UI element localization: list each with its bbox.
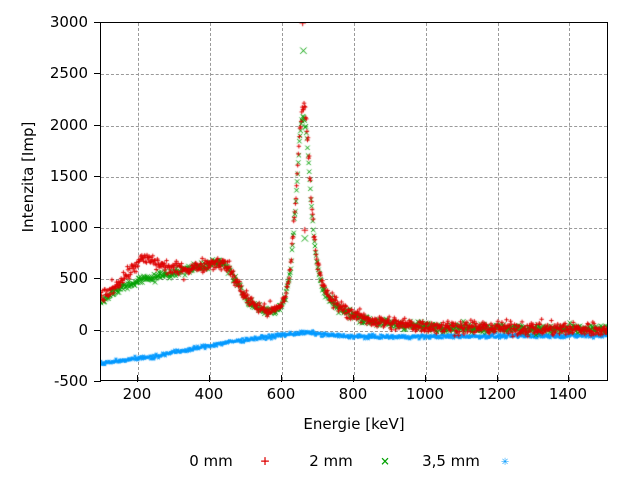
cross-marker-icon: × xyxy=(380,451,390,470)
x-tick-mark xyxy=(425,375,426,382)
y-tick-mark xyxy=(94,73,101,74)
y-tick-mark xyxy=(94,381,101,382)
x-tick-label: 1200 xyxy=(477,385,517,403)
legend: 0 mm + 2 mm × 3,5 mm ✳ xyxy=(100,452,608,470)
y-tick-mark xyxy=(94,227,101,228)
y-tick-label: 0 xyxy=(78,321,88,339)
legend-entry-2: 3,5 mm ✳ xyxy=(420,452,528,470)
x-tick-label: 800 xyxy=(338,385,368,403)
y-tick-label: -500 xyxy=(53,372,88,390)
y-tick-mark xyxy=(94,278,101,279)
legend-entry-1: 2 mm × xyxy=(300,452,408,470)
scatter-series-canvas xyxy=(101,23,607,380)
x-tick-label: 1400 xyxy=(548,385,588,403)
y-tick-label: 3000 xyxy=(49,13,88,31)
y-tick-label: 1000 xyxy=(49,218,88,236)
y-axis-title: Intenzita [Imp] xyxy=(19,121,37,233)
x-tick-mark xyxy=(568,375,569,382)
plus-marker-icon: + xyxy=(260,451,270,470)
y-tick-mark xyxy=(94,176,101,177)
legend-label-0: 0 mm xyxy=(189,452,233,470)
y-tick-label: 2500 xyxy=(49,64,88,82)
y-tick-label: 2000 xyxy=(49,116,88,134)
x-tick-mark xyxy=(137,375,138,382)
y-tick-mark xyxy=(94,125,101,126)
x-tick-label: 200 xyxy=(122,385,152,403)
y-tick-label: 500 xyxy=(59,269,88,287)
plot-area xyxy=(100,22,608,381)
y-tick-mark xyxy=(94,330,101,331)
x-tick-mark xyxy=(353,375,354,382)
legend-label-2: 3,5 mm xyxy=(422,452,480,470)
asterisk-marker-icon: ✳ xyxy=(501,453,509,469)
x-tick-label: 400 xyxy=(194,385,224,403)
x-tick-mark xyxy=(209,375,210,382)
legend-entry-0: 0 mm + xyxy=(180,452,288,470)
y-tick-label: 1500 xyxy=(49,167,88,185)
x-tick-label: 600 xyxy=(266,385,296,403)
x-tick-mark xyxy=(281,375,282,382)
y-tick-mark xyxy=(94,22,101,23)
x-axis-title: Energie [keV] xyxy=(303,415,405,433)
x-tick-mark xyxy=(497,375,498,382)
x-tick-label: 1000 xyxy=(405,385,445,403)
legend-label-1: 2 mm xyxy=(309,452,353,470)
